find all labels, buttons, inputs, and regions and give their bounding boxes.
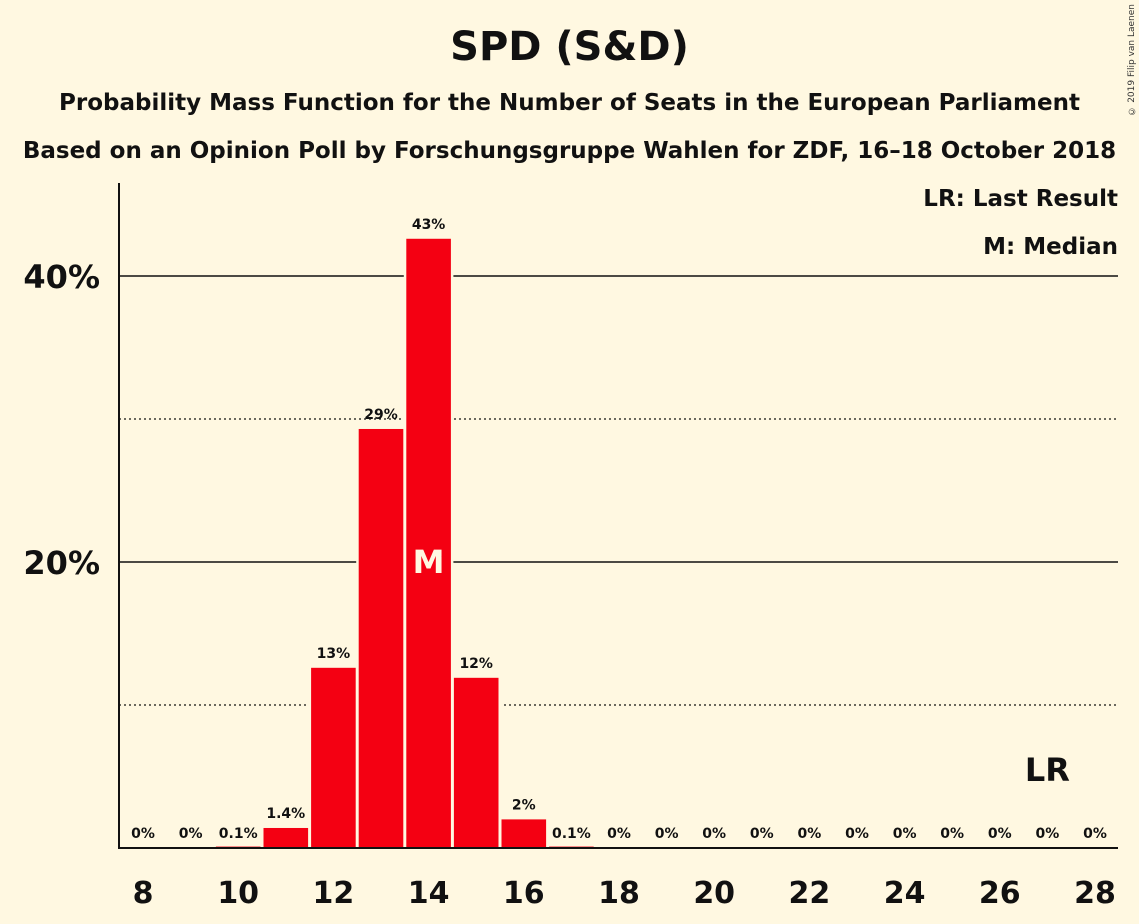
bar-seats-12 — [308, 665, 359, 851]
x-tick-label: 12 — [313, 876, 355, 911]
x-tick-label: 22 — [789, 876, 831, 911]
data-label: 0% — [845, 826, 869, 842]
data-label: 0.1% — [552, 826, 591, 842]
y-tick-label: 40% — [23, 258, 100, 296]
data-label: 0% — [940, 826, 964, 842]
x-tick-label: 20 — [693, 876, 735, 911]
data-label: 0% — [702, 826, 726, 842]
data-label: 13% — [317, 646, 351, 662]
x-tick-label: 28 — [1074, 876, 1116, 911]
x-tick-label: 14 — [408, 876, 450, 911]
data-label: 0% — [179, 826, 203, 842]
y-tick-label: 20% — [23, 544, 100, 582]
data-label: 0% — [1083, 826, 1107, 842]
bar-seats-16 — [499, 816, 549, 851]
x-tick-label: 24 — [884, 876, 926, 911]
x-tick-label: 8 — [133, 876, 154, 911]
legend-last-result: LR: Last Result — [923, 186, 1118, 212]
bar-seats-13 — [356, 426, 406, 851]
data-label: 43% — [412, 217, 446, 233]
bar-seats-15 — [451, 675, 501, 851]
data-label: 0% — [131, 826, 155, 842]
chart-subtitle-poll: Based on an Opinion Poll by Forschungsgr… — [22, 138, 1117, 164]
bar-seats-11 — [261, 825, 311, 851]
data-label: 2% — [512, 797, 536, 813]
legend-median: M: Median — [983, 234, 1118, 260]
x-tick-label: 16 — [503, 876, 545, 911]
x-tick-label: 18 — [598, 876, 640, 911]
chart-subtitle: Probability Mass Function for the Number… — [59, 90, 1080, 116]
data-label: 0% — [1036, 826, 1060, 842]
data-label: 0% — [798, 826, 822, 842]
data-label: 29% — [364, 407, 398, 423]
chart-title: SPD (S&D) — [450, 24, 689, 70]
data-label: 0% — [750, 826, 774, 842]
data-label: 0% — [893, 826, 917, 842]
data-label: 12% — [459, 656, 493, 672]
median-marker: M — [413, 543, 445, 581]
x-tick-label: 10 — [217, 876, 259, 911]
data-label: 0% — [607, 826, 631, 842]
bar-seats-14 — [403, 236, 454, 851]
data-label: 0.1% — [219, 826, 258, 842]
last-result-marker: LR — [1025, 751, 1070, 789]
x-tick-label: 26 — [979, 876, 1021, 911]
data-label: 0% — [655, 826, 679, 842]
data-label: 0% — [988, 826, 1012, 842]
data-label: 1.4% — [266, 806, 305, 822]
